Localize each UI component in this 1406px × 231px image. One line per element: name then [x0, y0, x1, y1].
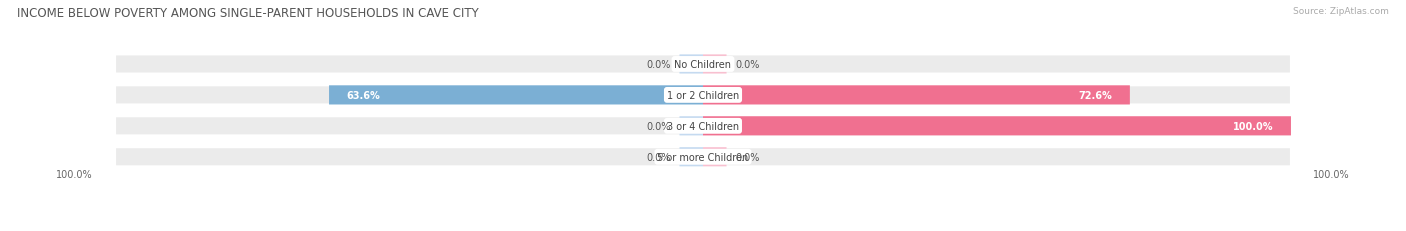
- FancyBboxPatch shape: [329, 86, 703, 105]
- Text: INCOME BELOW POVERTY AMONG SINGLE-PARENT HOUSEHOLDS IN CAVE CITY: INCOME BELOW POVERTY AMONG SINGLE-PARENT…: [17, 7, 478, 20]
- Text: 100.0%: 100.0%: [56, 169, 93, 179]
- FancyBboxPatch shape: [703, 86, 1130, 105]
- FancyBboxPatch shape: [115, 86, 1291, 105]
- Text: 72.6%: 72.6%: [1078, 91, 1112, 100]
- Text: No Children: No Children: [675, 60, 731, 70]
- FancyBboxPatch shape: [115, 148, 1291, 167]
- Text: 100.0%: 100.0%: [1233, 121, 1274, 131]
- Text: 1 or 2 Children: 1 or 2 Children: [666, 91, 740, 100]
- FancyBboxPatch shape: [703, 55, 727, 74]
- FancyBboxPatch shape: [703, 117, 1291, 136]
- Text: 0.0%: 0.0%: [647, 121, 671, 131]
- Text: 100.0%: 100.0%: [1313, 169, 1350, 179]
- Text: 0.0%: 0.0%: [647, 60, 671, 70]
- Legend: Single Father, Single Mother: Single Father, Single Mother: [613, 230, 793, 231]
- Text: 0.0%: 0.0%: [735, 60, 759, 70]
- Text: 5 or more Children: 5 or more Children: [658, 152, 748, 162]
- Text: 0.0%: 0.0%: [735, 152, 759, 162]
- FancyBboxPatch shape: [115, 55, 1291, 74]
- FancyBboxPatch shape: [703, 148, 727, 167]
- Text: Source: ZipAtlas.com: Source: ZipAtlas.com: [1294, 7, 1389, 16]
- Text: 3 or 4 Children: 3 or 4 Children: [666, 121, 740, 131]
- Text: 63.6%: 63.6%: [347, 91, 381, 100]
- FancyBboxPatch shape: [679, 117, 703, 136]
- FancyBboxPatch shape: [115, 117, 1291, 136]
- FancyBboxPatch shape: [679, 55, 703, 74]
- FancyBboxPatch shape: [679, 148, 703, 167]
- Text: 0.0%: 0.0%: [647, 152, 671, 162]
